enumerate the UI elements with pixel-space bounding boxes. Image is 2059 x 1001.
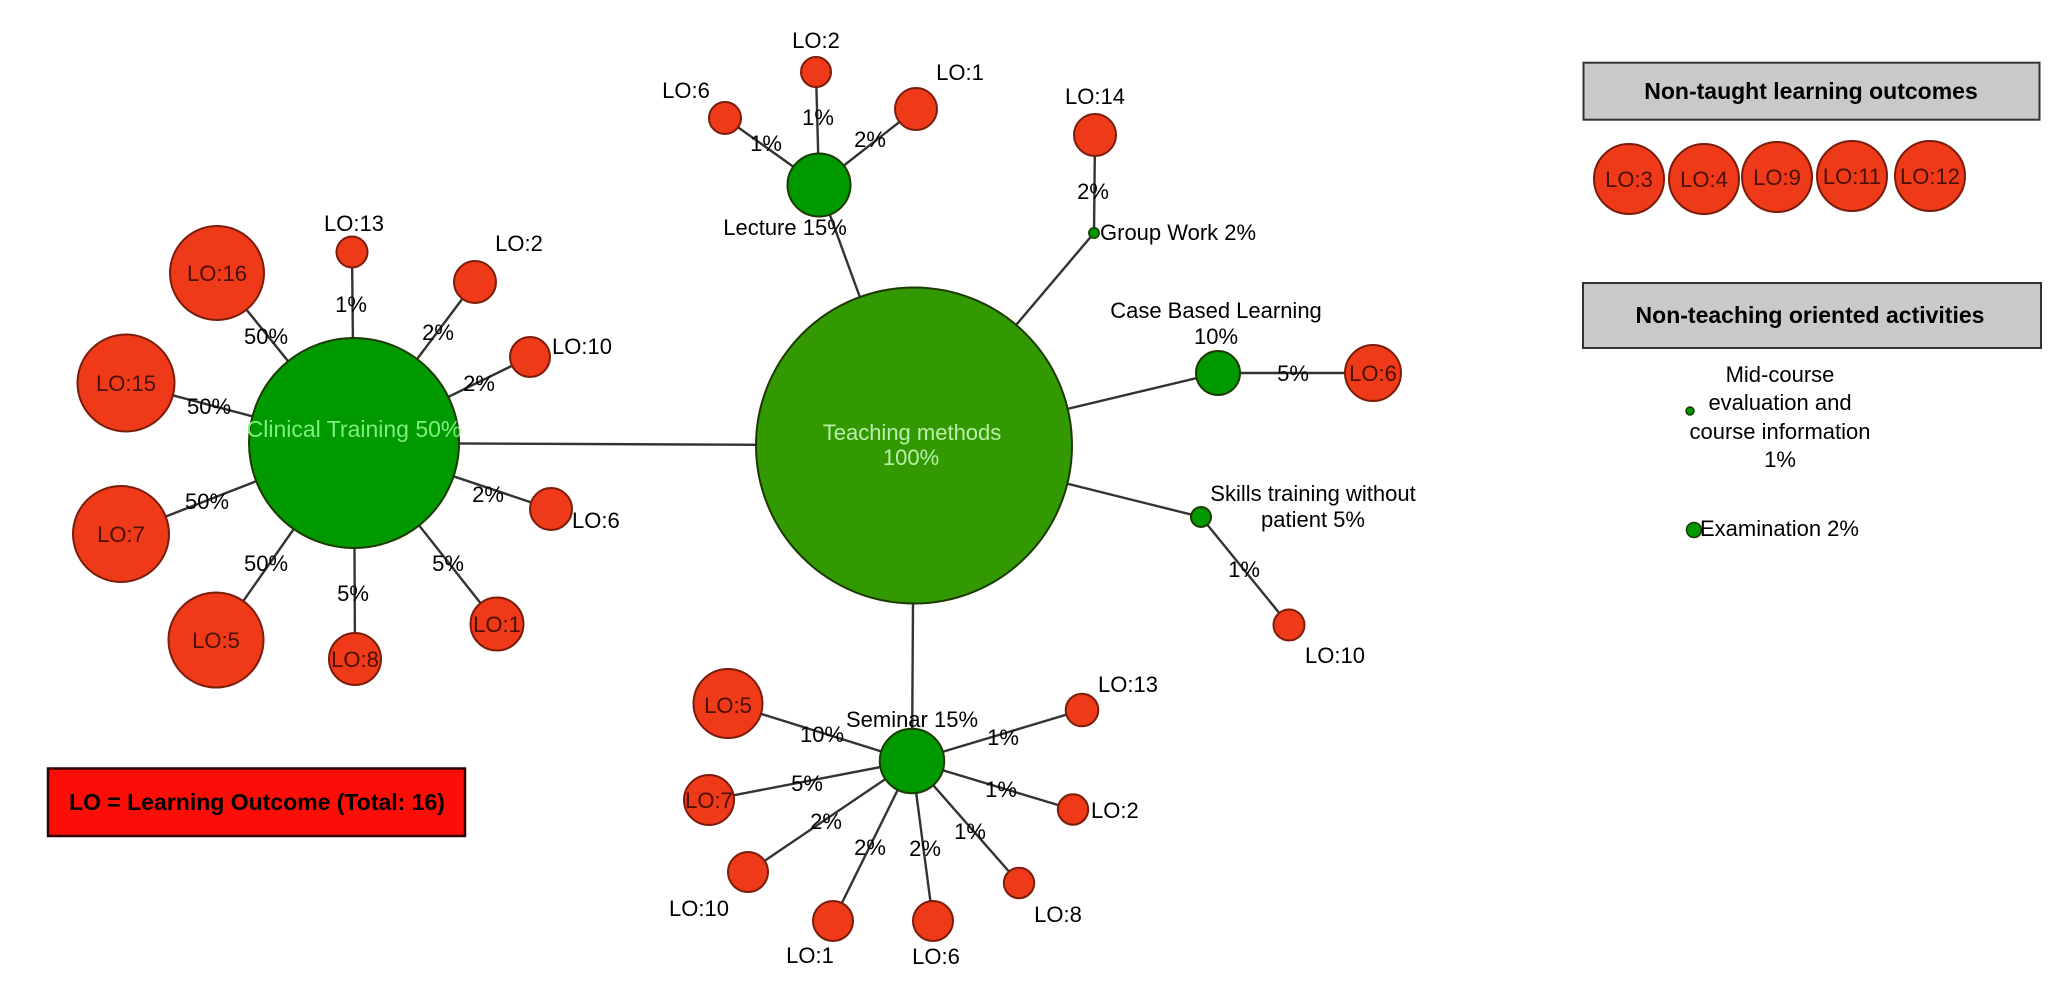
svg-text:LO:10: LO:10 — [669, 896, 729, 921]
svg-text:2%: 2% — [422, 320, 454, 345]
svg-text:Seminar 15%: Seminar 15% — [846, 707, 978, 732]
svg-text:50%: 50% — [244, 324, 288, 349]
svg-text:5%: 5% — [432, 551, 464, 576]
svg-text:LO:6: LO:6 — [912, 944, 960, 969]
svg-text:Non-teaching oriented activiti: Non-teaching oriented activities — [1636, 302, 1985, 328]
svg-text:LO:1: LO:1 — [936, 60, 984, 85]
svg-text:Case Based Learning: Case Based Learning — [1110, 298, 1322, 323]
svg-text:LO:2: LO:2 — [1091, 798, 1139, 823]
svg-text:LO:2: LO:2 — [792, 28, 840, 53]
svg-text:50%: 50% — [244, 551, 288, 576]
svg-text:LO = Learning Outcome (Total:: LO = Learning Outcome (Total: 16) — [69, 789, 445, 815]
svg-text:2%: 2% — [463, 371, 495, 396]
svg-text:LO:14: LO:14 — [1065, 84, 1125, 109]
svg-text:Lecture 15%: Lecture 15% — [723, 215, 847, 240]
svg-text:2%: 2% — [909, 836, 941, 861]
svg-text:5%: 5% — [791, 771, 823, 796]
svg-text:LO:3: LO:3 — [1605, 167, 1653, 192]
svg-text:5%: 5% — [1277, 361, 1309, 386]
svg-text:LO:15: LO:15 — [96, 371, 156, 396]
svg-text:LO:1: LO:1 — [473, 612, 521, 637]
svg-text:50%: 50% — [185, 489, 229, 514]
svg-text:5%: 5% — [337, 581, 369, 606]
svg-text:1%: 1% — [1228, 557, 1260, 582]
svg-text:LO:7: LO:7 — [685, 788, 733, 813]
svg-text:1%: 1% — [987, 725, 1019, 750]
svg-text:LO:6: LO:6 — [1349, 361, 1397, 386]
svg-text:Clinical Training 50%: Clinical Training 50% — [247, 416, 462, 442]
svg-text:LO:7: LO:7 — [97, 522, 145, 547]
svg-text:2%: 2% — [854, 835, 886, 860]
svg-text:100%: 100% — [883, 445, 939, 470]
svg-text:LO:5: LO:5 — [192, 628, 240, 653]
svg-text:1%: 1% — [750, 131, 782, 156]
svg-text:2%: 2% — [854, 127, 886, 152]
svg-text:Group Work 2%: Group Work 2% — [1100, 220, 1256, 245]
svg-text:LO:6: LO:6 — [662, 78, 710, 103]
svg-text:LO:12: LO:12 — [1900, 164, 1960, 189]
svg-text:course information: course information — [1690, 419, 1871, 444]
svg-text:LO:4: LO:4 — [1680, 167, 1728, 192]
svg-text:LO:13: LO:13 — [324, 211, 384, 236]
svg-text:LO:2: LO:2 — [495, 231, 543, 256]
svg-text:LO:6: LO:6 — [572, 508, 620, 533]
svg-text:LO:1: LO:1 — [786, 943, 834, 968]
svg-text:1%: 1% — [954, 819, 986, 844]
svg-text:Skills training without: Skills training without — [1210, 481, 1415, 506]
svg-text:LO:10: LO:10 — [1305, 643, 1365, 668]
svg-text:Non-taught learning outcomes: Non-taught learning outcomes — [1644, 78, 1978, 104]
svg-text:1%: 1% — [985, 777, 1017, 802]
svg-text:1%: 1% — [802, 105, 834, 130]
svg-text:1%: 1% — [335, 292, 367, 317]
svg-text:LO:8: LO:8 — [1034, 902, 1082, 927]
svg-text:1%: 1% — [1764, 447, 1796, 472]
svg-text:LO:13: LO:13 — [1098, 672, 1158, 697]
svg-text:Examination 2%: Examination 2% — [1700, 516, 1859, 541]
svg-text:2%: 2% — [810, 809, 842, 834]
svg-text:Mid-course: Mid-course — [1726, 362, 1835, 387]
svg-text:2%: 2% — [1077, 179, 1109, 204]
svg-text:LO:5: LO:5 — [704, 693, 752, 718]
svg-text:10%: 10% — [1194, 324, 1238, 349]
svg-text:LO:8: LO:8 — [331, 647, 379, 672]
svg-text:patient 5%: patient 5% — [1261, 507, 1365, 532]
svg-text:50%: 50% — [187, 394, 231, 419]
svg-text:LO:16: LO:16 — [187, 261, 247, 286]
svg-text:evaluation and: evaluation and — [1708, 390, 1851, 415]
svg-text:10%: 10% — [800, 722, 844, 747]
svg-text:LO:10: LO:10 — [552, 334, 612, 359]
svg-text:LO:11: LO:11 — [1823, 164, 1881, 189]
svg-text:LO:9: LO:9 — [1753, 165, 1801, 190]
svg-text:2%: 2% — [472, 482, 504, 507]
svg-text:Teaching methods: Teaching methods — [823, 420, 1002, 445]
